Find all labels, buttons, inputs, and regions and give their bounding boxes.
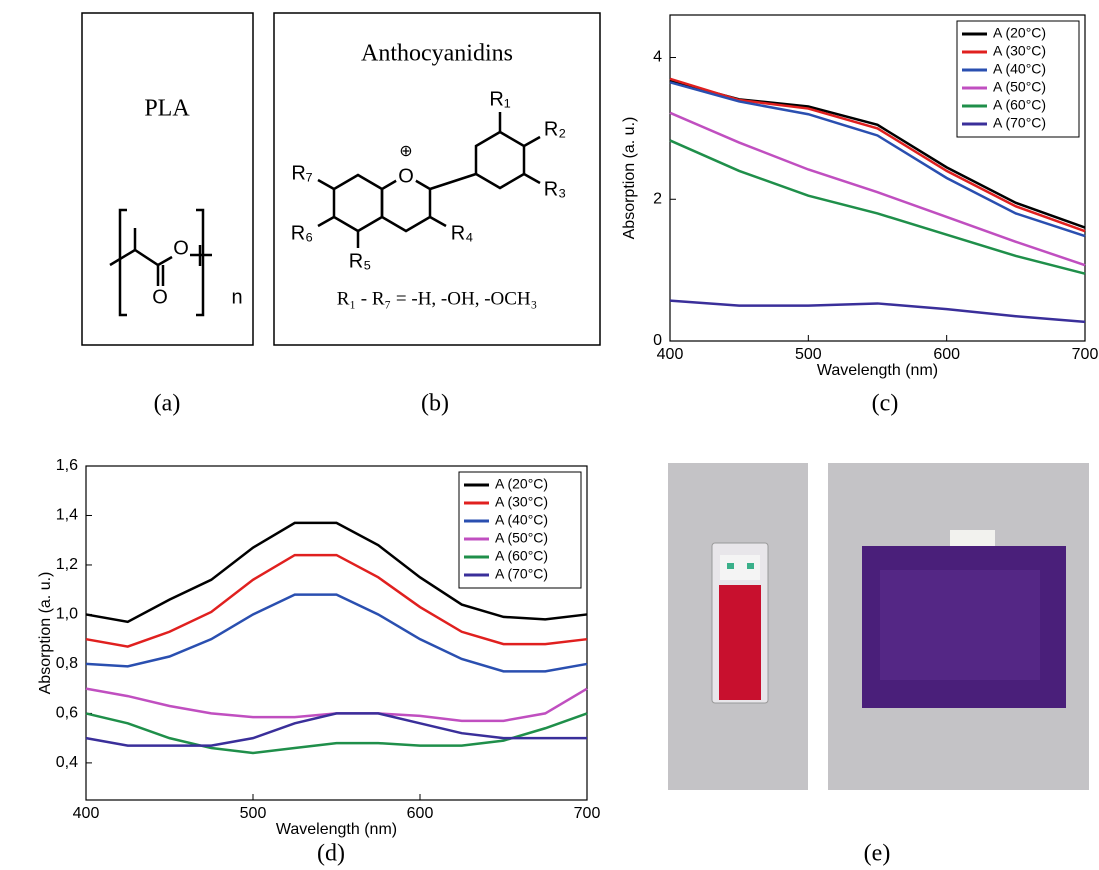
series-line: [670, 301, 1085, 322]
bracket: [120, 210, 127, 315]
marker: [747, 563, 754, 569]
y-tick-label: 1,6: [56, 457, 78, 474]
y-tick-label: 1,4: [56, 507, 78, 524]
y-tick-label: 0,8: [56, 655, 78, 672]
y-tick-label: 0: [653, 332, 662, 349]
y-axis-label: Absorption (a. u.): [621, 117, 638, 240]
substituent: R₇: [291, 162, 312, 184]
atom: O: [173, 237, 189, 259]
caption: (d): [317, 841, 345, 867]
x-tick-label: 400: [73, 805, 100, 822]
substituent: R₄: [451, 222, 474, 244]
x-axis-label: Wavelength (nm): [276, 821, 397, 838]
series-line: [86, 595, 587, 672]
legend-label: A (20°C): [495, 476, 548, 492]
caption: (e): [864, 841, 891, 867]
legend-label: A (60°C): [993, 97, 1046, 113]
y-tick-label: 0,4: [56, 754, 78, 771]
y-tick-label: 0,6: [56, 705, 78, 722]
x-tick-label: 600: [407, 805, 434, 822]
legend-label: A (40°C): [993, 61, 1046, 77]
legend-label: A (30°C): [993, 43, 1046, 59]
y-axis-label: Absorption (a. u.): [37, 572, 54, 695]
film-shade: [880, 570, 1040, 680]
liquid: [719, 585, 761, 700]
substituent: R₆: [291, 222, 314, 244]
series-line: [670, 140, 1085, 273]
series-line: [86, 689, 587, 721]
substituent: R₂: [544, 118, 566, 140]
ring: [334, 175, 382, 231]
substituent: R₃: [544, 178, 567, 200]
y-tick-label: 2: [653, 190, 662, 207]
substituent: R₁: [489, 88, 510, 110]
caption: (b): [421, 391, 449, 417]
x-tick-label: 700: [574, 805, 601, 822]
bond: [318, 217, 334, 226]
substituent: R₅: [349, 250, 372, 272]
caption: (a): [154, 391, 181, 417]
y-tick-label: 1,0: [56, 606, 78, 623]
bond: [430, 174, 476, 189]
legend-label: A (60°C): [495, 548, 548, 564]
atom: O: [152, 286, 168, 308]
x-tick-label: 500: [240, 805, 267, 822]
x-axis-label: Wavelength (nm): [817, 362, 938, 379]
bond: [524, 174, 540, 183]
marker: [727, 563, 734, 569]
ring: [476, 132, 524, 188]
legend-label: A (70°C): [495, 566, 548, 582]
legend-label: A (50°C): [495, 530, 548, 546]
atom: O: [398, 165, 414, 187]
panel-a: PLA O O n: [82, 13, 253, 345]
x-tick-label: 700: [1072, 346, 1099, 363]
panel-title: PLA: [144, 96, 190, 122]
formula: R₁ - R₇ = -H, -OH, -OCH₃: [337, 288, 538, 309]
panel-b: Anthocyanidins O ⊕ R₁ R₂ R₃ R₄ R₅ R₆ R₇ …: [274, 13, 600, 345]
x-tick-label: 600: [933, 346, 960, 363]
photo: [668, 463, 1089, 790]
repeat-unit: n: [231, 286, 242, 308]
y-tick-label: 4: [653, 49, 662, 66]
divider: [808, 463, 828, 790]
bond: [318, 180, 334, 189]
panel-title: Anthocyanidins: [361, 41, 513, 67]
bond: [524, 137, 540, 146]
legend-label: A (30°C): [495, 494, 548, 510]
y-tick-label: 1,2: [56, 556, 78, 573]
charge: ⊕: [399, 143, 412, 160]
legend-label: A (40°C): [495, 512, 548, 528]
figure: PLA O O n (a) Anthocyanidins O ⊕ R₁ R₂ R…: [0, 0, 1099, 870]
legend-label: A (50°C): [993, 79, 1046, 95]
legend-label: A (20°C): [993, 25, 1046, 41]
x-tick-label: 500: [795, 346, 822, 363]
bond: [430, 217, 446, 226]
caption: (c): [872, 391, 899, 417]
legend-label: A (70°C): [993, 115, 1046, 131]
